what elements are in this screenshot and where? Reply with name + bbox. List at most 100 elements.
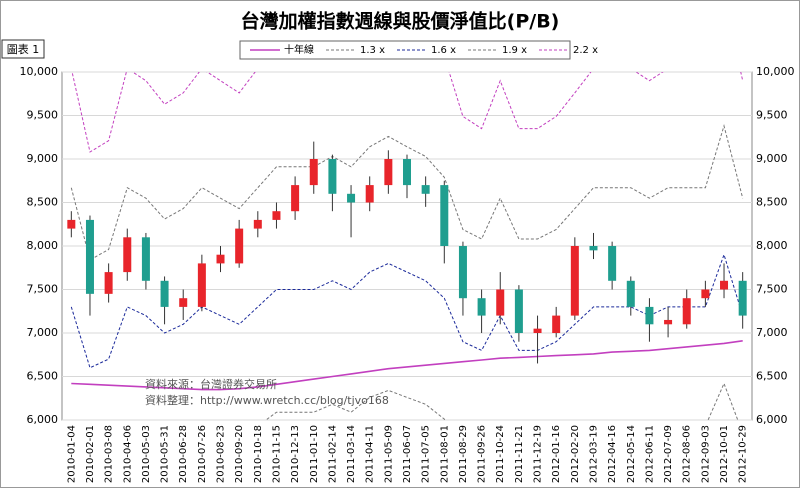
legend-label: 1.6 x xyxy=(431,45,456,56)
y2-tick-label: 7,000 xyxy=(756,326,788,339)
chart-label-box xyxy=(1,39,45,59)
y2-tick-label: 6,500 xyxy=(756,370,788,383)
y2-tick-label: 9,000 xyxy=(756,152,788,165)
y2-tick-label: 6,000 xyxy=(756,413,788,426)
x-tick-label: 2011-05-09 xyxy=(383,425,394,483)
x-tick-label: 2011-01-10 xyxy=(309,425,320,483)
x-tick-label: 2011-06-07 xyxy=(402,425,413,483)
x-tick-label: 2010-05-03 xyxy=(141,425,152,483)
legend-label: 2.2 x xyxy=(573,45,598,56)
x-tick-label: 2011-10-24 xyxy=(495,425,506,483)
x-tick-label: 2012-07-09 xyxy=(663,425,674,483)
candle-body xyxy=(570,246,579,316)
y-tick-label: 10,000 xyxy=(20,65,59,78)
x-tick-label: 2012-08-06 xyxy=(682,425,693,483)
candle-body xyxy=(701,289,710,299)
candle-body xyxy=(384,159,393,186)
candle-body xyxy=(141,237,150,281)
candle-body xyxy=(328,159,337,194)
y-tick-label: 8,000 xyxy=(27,239,59,252)
y-tick-label: 9,000 xyxy=(27,152,59,165)
x-tick-label: 2010-06-28 xyxy=(178,425,189,483)
x-tick-label: 2010-04-06 xyxy=(122,425,133,483)
candle-body xyxy=(291,185,300,212)
y-tick-label: 7,000 xyxy=(27,326,59,339)
x-tick-label: 2012-10-01 xyxy=(719,425,730,483)
x-tick-label: 2011-11-21 xyxy=(514,425,525,483)
legend-label: 1.3 x xyxy=(360,45,385,56)
x-tick-label: 2010-12-13 xyxy=(290,425,301,483)
y-tick-label: 7,500 xyxy=(27,283,59,296)
x-tick-label: 2012-10-29 xyxy=(738,425,749,483)
chart-title: 台灣加權指數週線與股價淨值比(P/B) xyxy=(241,10,560,33)
candle-body xyxy=(421,185,430,194)
candle-body xyxy=(514,289,523,333)
x-tick-label: 2012-02-20 xyxy=(570,425,581,483)
candle-body xyxy=(216,254,225,264)
candle-body xyxy=(552,315,561,333)
y-tick-label: 9,500 xyxy=(27,109,59,122)
y2-tick-label: 9,500 xyxy=(756,109,788,122)
candle-body xyxy=(347,193,356,203)
x-tick-label: 2011-04-11 xyxy=(365,425,376,483)
legend-label: 1.9 x xyxy=(502,45,527,56)
x-tick-label: 2010-11-15 xyxy=(271,425,282,483)
x-tick-label: 2011-08-01 xyxy=(439,425,450,483)
x-tick-label: 2011-08-29 xyxy=(458,425,469,483)
candle-body xyxy=(179,298,188,307)
x-tick-label: 2011-09-26 xyxy=(477,425,488,483)
y2-tick-label: 7,500 xyxy=(756,283,788,296)
chart-label: 圖表 1 xyxy=(7,42,40,56)
x-tick-label: 2010-02-01 xyxy=(85,425,96,483)
y2-tick-label: 8,000 xyxy=(756,239,788,252)
x-tick-label: 2011-02-14 xyxy=(327,425,338,483)
candle-body xyxy=(720,280,729,290)
x-tick-label: 2010-05-31 xyxy=(160,425,171,483)
candle-body xyxy=(458,246,467,299)
y-tick-label: 8,500 xyxy=(27,196,59,209)
candle-body xyxy=(104,272,113,294)
x-tick-label: 2010-03-08 xyxy=(104,425,115,483)
candle-body xyxy=(496,289,505,316)
annotation: 資料整理：http://www.wretch.cc/blog/tjvo168 xyxy=(145,393,389,407)
annotation: 資料來源：台灣證券交易所 xyxy=(145,377,277,391)
series-line xyxy=(71,340,743,391)
x-tick-label: 2010-08-23 xyxy=(216,425,227,483)
y-tick-label: 6,500 xyxy=(27,370,59,383)
candle-body xyxy=(682,298,691,325)
y-tick-label: 6,000 xyxy=(27,413,59,426)
legend-label: 十年線 xyxy=(284,43,314,56)
x-tick-label: 2011-12-19 xyxy=(533,425,544,483)
x-tick-label: 2012-05-14 xyxy=(626,425,637,483)
x-tick-label: 2011-03-14 xyxy=(346,425,357,483)
x-tick-label: 2012-06-11 xyxy=(644,425,655,483)
candle-body xyxy=(664,319,673,325)
x-tick-label: 2010-09-20 xyxy=(234,425,245,483)
candle-body xyxy=(123,237,132,273)
candle-body xyxy=(235,228,244,264)
plot-layer xyxy=(67,72,747,420)
y2-tick-label: 8,500 xyxy=(756,196,788,209)
candle-body xyxy=(403,159,411,186)
candle-body xyxy=(365,185,374,203)
y2-tick-label: 10,000 xyxy=(756,65,795,78)
x-tick-label: 2010-10-18 xyxy=(253,425,264,483)
x-tick-label: 2011-07-05 xyxy=(421,425,432,483)
candle-body xyxy=(309,159,318,186)
candle-body xyxy=(477,298,486,316)
x-tick-label: 2010-07-26 xyxy=(197,425,208,483)
candle-body xyxy=(67,219,76,229)
series-line xyxy=(70,124,744,261)
candle-body xyxy=(85,219,94,294)
candle-body xyxy=(626,280,635,307)
candle-body xyxy=(738,280,747,316)
candle-body xyxy=(645,306,654,325)
candle-body xyxy=(589,246,598,251)
x-tick-label: 2012-04-16 xyxy=(607,425,618,483)
candle-body xyxy=(197,263,206,307)
candle-body xyxy=(533,328,542,333)
candle-body xyxy=(160,280,169,307)
candle-body xyxy=(272,211,281,220)
candle-body xyxy=(253,219,262,229)
